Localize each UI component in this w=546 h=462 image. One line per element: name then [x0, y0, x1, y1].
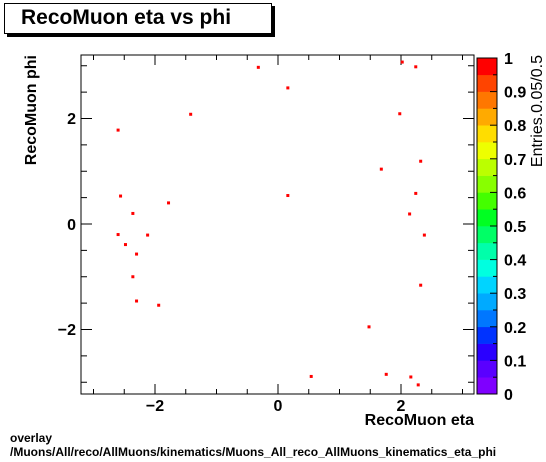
- data-point-15: [116, 233, 120, 237]
- colorbar-band-18: [477, 74, 497, 92]
- colorbar-band-3: [477, 326, 497, 344]
- colorbar-band-11: [477, 192, 497, 210]
- colorbar-tick-label: 0.2: [504, 320, 526, 337]
- y-tick-label-neg2: −2: [58, 322, 76, 339]
- colorbar-band-2: [477, 343, 497, 361]
- data-point-5: [398, 112, 402, 116]
- x-tick-label-neg2: −2: [146, 398, 164, 415]
- colorbar-band-6: [477, 276, 497, 294]
- footer-overlay-label: overlay: [10, 431, 53, 445]
- data-point-23: [157, 303, 161, 307]
- colorbar-band-1: [477, 360, 497, 378]
- colorbar-band-0: [477, 377, 497, 395]
- colorbar-tick-label: 0.8: [504, 118, 526, 135]
- data-point-21: [419, 283, 423, 287]
- data-point-7: [419, 159, 423, 163]
- colorbar-band-13: [477, 158, 497, 176]
- data-point-4: [189, 112, 193, 116]
- data-point-13: [131, 211, 135, 215]
- data-point-0: [256, 65, 260, 69]
- colorbar-tick-label: 0.3: [504, 286, 526, 303]
- footer-path-label: /Muons/All/reco/AllMuons/kinematics/Muon…: [10, 445, 497, 459]
- data-point-3: [414, 65, 418, 69]
- plot-frame: [80, 54, 475, 395]
- colorbar-tick-label: 0.1: [504, 353, 526, 370]
- x-tick-label-2: 2: [397, 398, 406, 415]
- colorbar-band-5: [477, 293, 497, 311]
- data-point-2: [400, 60, 404, 64]
- data-point-26: [384, 372, 388, 376]
- data-point-25: [309, 374, 313, 378]
- axis-ticks: [81, 55, 474, 394]
- x-tick-label-0: 0: [274, 398, 283, 415]
- data-point-14: [408, 212, 412, 216]
- colorbar-band-10: [477, 209, 497, 227]
- y-axis-label: RecoMuon phi: [23, 55, 40, 165]
- data-point-16: [146, 233, 150, 237]
- colorbar-tick-label: 0: [504, 387, 513, 404]
- data-point-12: [167, 201, 171, 205]
- colorbar-band-9: [477, 226, 497, 244]
- data-point-9: [119, 194, 123, 198]
- y-tick-label-0: 0: [67, 217, 76, 234]
- colorbar-band-7: [477, 259, 497, 277]
- data-point-1: [286, 86, 290, 90]
- colorbar-title: Entries.0.05/0.5: [529, 55, 546, 167]
- colorbar-tick-label: 0.5: [504, 219, 526, 236]
- data-point-24: [367, 325, 371, 329]
- data-point-6: [116, 128, 120, 132]
- colorbar-band-17: [477, 91, 497, 109]
- colorbar-tick-label: 0.4: [504, 253, 526, 270]
- x-axis-label: RecoMuon eta: [365, 412, 474, 429]
- colorbar-band-16: [477, 108, 497, 126]
- data-point-27: [409, 375, 413, 379]
- colorbar-band-12: [477, 175, 497, 193]
- data-points: [116, 60, 426, 387]
- colorbar-tick-label: 0.9: [504, 85, 526, 102]
- data-point-22: [135, 299, 139, 303]
- colorbar-tick-label: 0.6: [504, 185, 526, 202]
- colorbar: 0 0.1 0.2 0.3 0.4 0.5 0.6 0.7 0.8 0.9 1: [476, 51, 526, 404]
- colorbar-band-8: [477, 242, 497, 260]
- chart-title: RecoMuon eta vs phi: [21, 6, 232, 29]
- data-point-18: [123, 243, 127, 247]
- colorbar-band-14: [477, 142, 497, 160]
- colorbar-band-15: [477, 125, 497, 143]
- data-point-19: [135, 252, 139, 256]
- y-tick-label-2: 2: [67, 111, 76, 128]
- data-point-8: [379, 167, 383, 171]
- data-point-17: [422, 233, 426, 237]
- data-point-20: [131, 275, 135, 279]
- colorbar-band-4: [477, 310, 497, 328]
- colorbar-tick-label: 0.7: [504, 152, 526, 169]
- data-point-10: [286, 194, 290, 198]
- colorbar-tick-label: 1: [504, 51, 513, 68]
- colorbar-band-19: [477, 58, 497, 76]
- data-point-11: [414, 191, 418, 195]
- data-point-28: [416, 383, 420, 387]
- title-box: RecoMuon eta vs phi: [4, 3, 272, 34]
